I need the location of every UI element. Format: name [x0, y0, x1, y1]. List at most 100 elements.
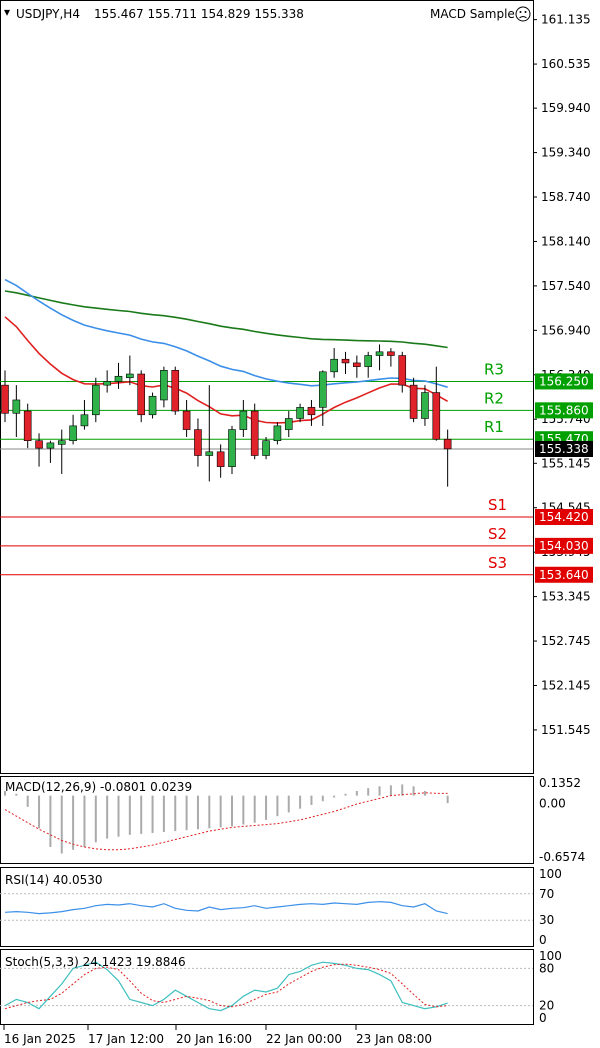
stoch-scale-label: 100: [539, 949, 562, 963]
ma-red-line: [4, 316, 448, 424]
candle-bull: [375, 351, 384, 356]
ma-green-line: [4, 290, 448, 349]
time-tick-label: 16 Jan 2025: [4, 1032, 76, 1046]
rsi-line: [4, 901, 448, 915]
candle-bear: [182, 410, 191, 430]
candle-bull: [284, 418, 293, 430]
candle-bear: [432, 392, 441, 440]
rsi-scale-label: 30: [539, 913, 554, 927]
macd-label: MACD(12,26,9) -0.0801 0.0239: [5, 780, 192, 794]
time-tick-label: 17 Jan 12:00: [88, 1032, 164, 1046]
moving-averages: [4, 278, 448, 424]
macd-panel-frame: [0, 776, 534, 864]
candle-bull: [318, 371, 327, 408]
current-price-badge: [535, 440, 593, 457]
macd-scale-label: 0.1352: [539, 776, 581, 790]
price-tick-label: 152.745: [541, 634, 591, 648]
expert-name: MACD Sample: [430, 7, 515, 21]
time-tick-label: 22 Jan 00:00: [266, 1032, 342, 1046]
candle-bull: [421, 392, 429, 419]
stoch-scale-label: 0: [539, 1011, 547, 1025]
stoch-main-line: [4, 961, 448, 1012]
candle-bull: [296, 407, 304, 419]
ohlc-readout: 155.467 155.711 154.829 155.338: [94, 7, 304, 21]
candle-bear: [171, 370, 180, 412]
level-price-badge: [535, 508, 593, 525]
candle-bear: [23, 410, 32, 441]
rsi-indicator: 100 70 30 0: [0, 867, 562, 947]
candle-bear: [341, 358, 350, 364]
candle-bear: [443, 438, 452, 450]
candle-bear: [194, 429, 202, 456]
level-price-text: 153.640: [539, 568, 589, 582]
candle-bull: [126, 373, 134, 379]
level-label-r2: R2: [484, 389, 504, 407]
header-arrow-icon[interactable]: ▾: [4, 5, 10, 19]
level-label-r1: R1: [484, 418, 504, 436]
candles: [1, 344, 452, 487]
macd-signal-line: [4, 792, 448, 851]
candle-bull: [160, 370, 168, 401]
stoch-signal-line: [4, 963, 448, 1010]
candle-bull: [46, 442, 55, 449]
level-price-text: 155.860: [539, 403, 589, 417]
macd-scale-label: 0.00: [539, 797, 566, 811]
price-tick-label: 159.940: [541, 101, 591, 115]
price-tick-label: 156.940: [541, 323, 591, 337]
candle-bear: [250, 410, 259, 456]
candle-bull: [205, 451, 214, 456]
level-price-badge: [535, 566, 593, 583]
frown-face-icon: [515, 6, 531, 22]
macd-indicator: 0.1352 0.00 -0.6574: [4, 776, 585, 864]
rsi-scale-label: 100: [539, 867, 562, 881]
candle-bull: [262, 440, 270, 456]
time-axis: 16 Jan 2025 17 Jan 12:00 20 Jan 16:00 22 Ja…: [3, 1025, 432, 1046]
rsi-label: RSI(14) 40.0530: [5, 873, 103, 887]
candle-bull: [228, 429, 236, 467]
price-tick-label: 158.740: [541, 190, 591, 204]
price-tick-label: 151.545: [541, 723, 591, 737]
price-tick-label: 160.535: [541, 57, 591, 71]
price-tick-label: 153.345: [541, 590, 591, 604]
main-panel-frame: [0, 0, 534, 774]
macd-scale-label: -0.6574: [539, 850, 585, 864]
stoch-panel-frame: [0, 949, 534, 1025]
candle-bull: [92, 384, 100, 416]
candle-bull: [364, 355, 373, 367]
level-price-badge: [535, 402, 593, 419]
level-price-badge: [535, 537, 593, 554]
current-price-text: 155.338: [539, 442, 589, 456]
candle-bear: [137, 373, 145, 416]
candle-bull: [148, 395, 157, 416]
candle-bear: [35, 440, 43, 449]
rsi-panel-frame: [0, 867, 534, 947]
level-label-r3: R3: [484, 360, 504, 378]
price-tick-label: 158.140: [541, 234, 591, 248]
level-price-text: 156.250: [539, 374, 589, 388]
stoch-scale-label: 20: [539, 999, 554, 1013]
level-label-s1: S1: [488, 496, 507, 514]
stoch-scale-label: 80: [539, 961, 554, 975]
candle-bull: [103, 381, 111, 386]
price-tick-label: 157.540: [541, 279, 591, 293]
candle-bear: [409, 384, 418, 419]
candle-bull: [114, 375, 123, 382]
candle-bear: [307, 407, 316, 416]
symbol-label: USDJPY,H4: [16, 7, 80, 21]
candle-bull: [80, 414, 89, 427]
level-price-text: 154.030: [539, 539, 589, 553]
candle-bear: [353, 362, 361, 367]
candle-bull: [12, 399, 21, 414]
pivot-levels: R3156.250R2155.860R1155.470S1154.420S215…: [0, 360, 593, 583]
price-tick-label: 161.135: [541, 13, 591, 27]
candle-bear: [1, 384, 9, 414]
time-tick-label: 20 Jan 16:00: [176, 1032, 252, 1046]
price-tick-label: 155.145: [541, 456, 591, 470]
candle-bull: [330, 358, 338, 373]
price-tick-label: 152.145: [541, 678, 591, 692]
time-tick-label: 23 Jan 08:00: [356, 1032, 432, 1046]
candle-bull: [69, 425, 77, 441]
level-price-badge: [535, 373, 593, 390]
